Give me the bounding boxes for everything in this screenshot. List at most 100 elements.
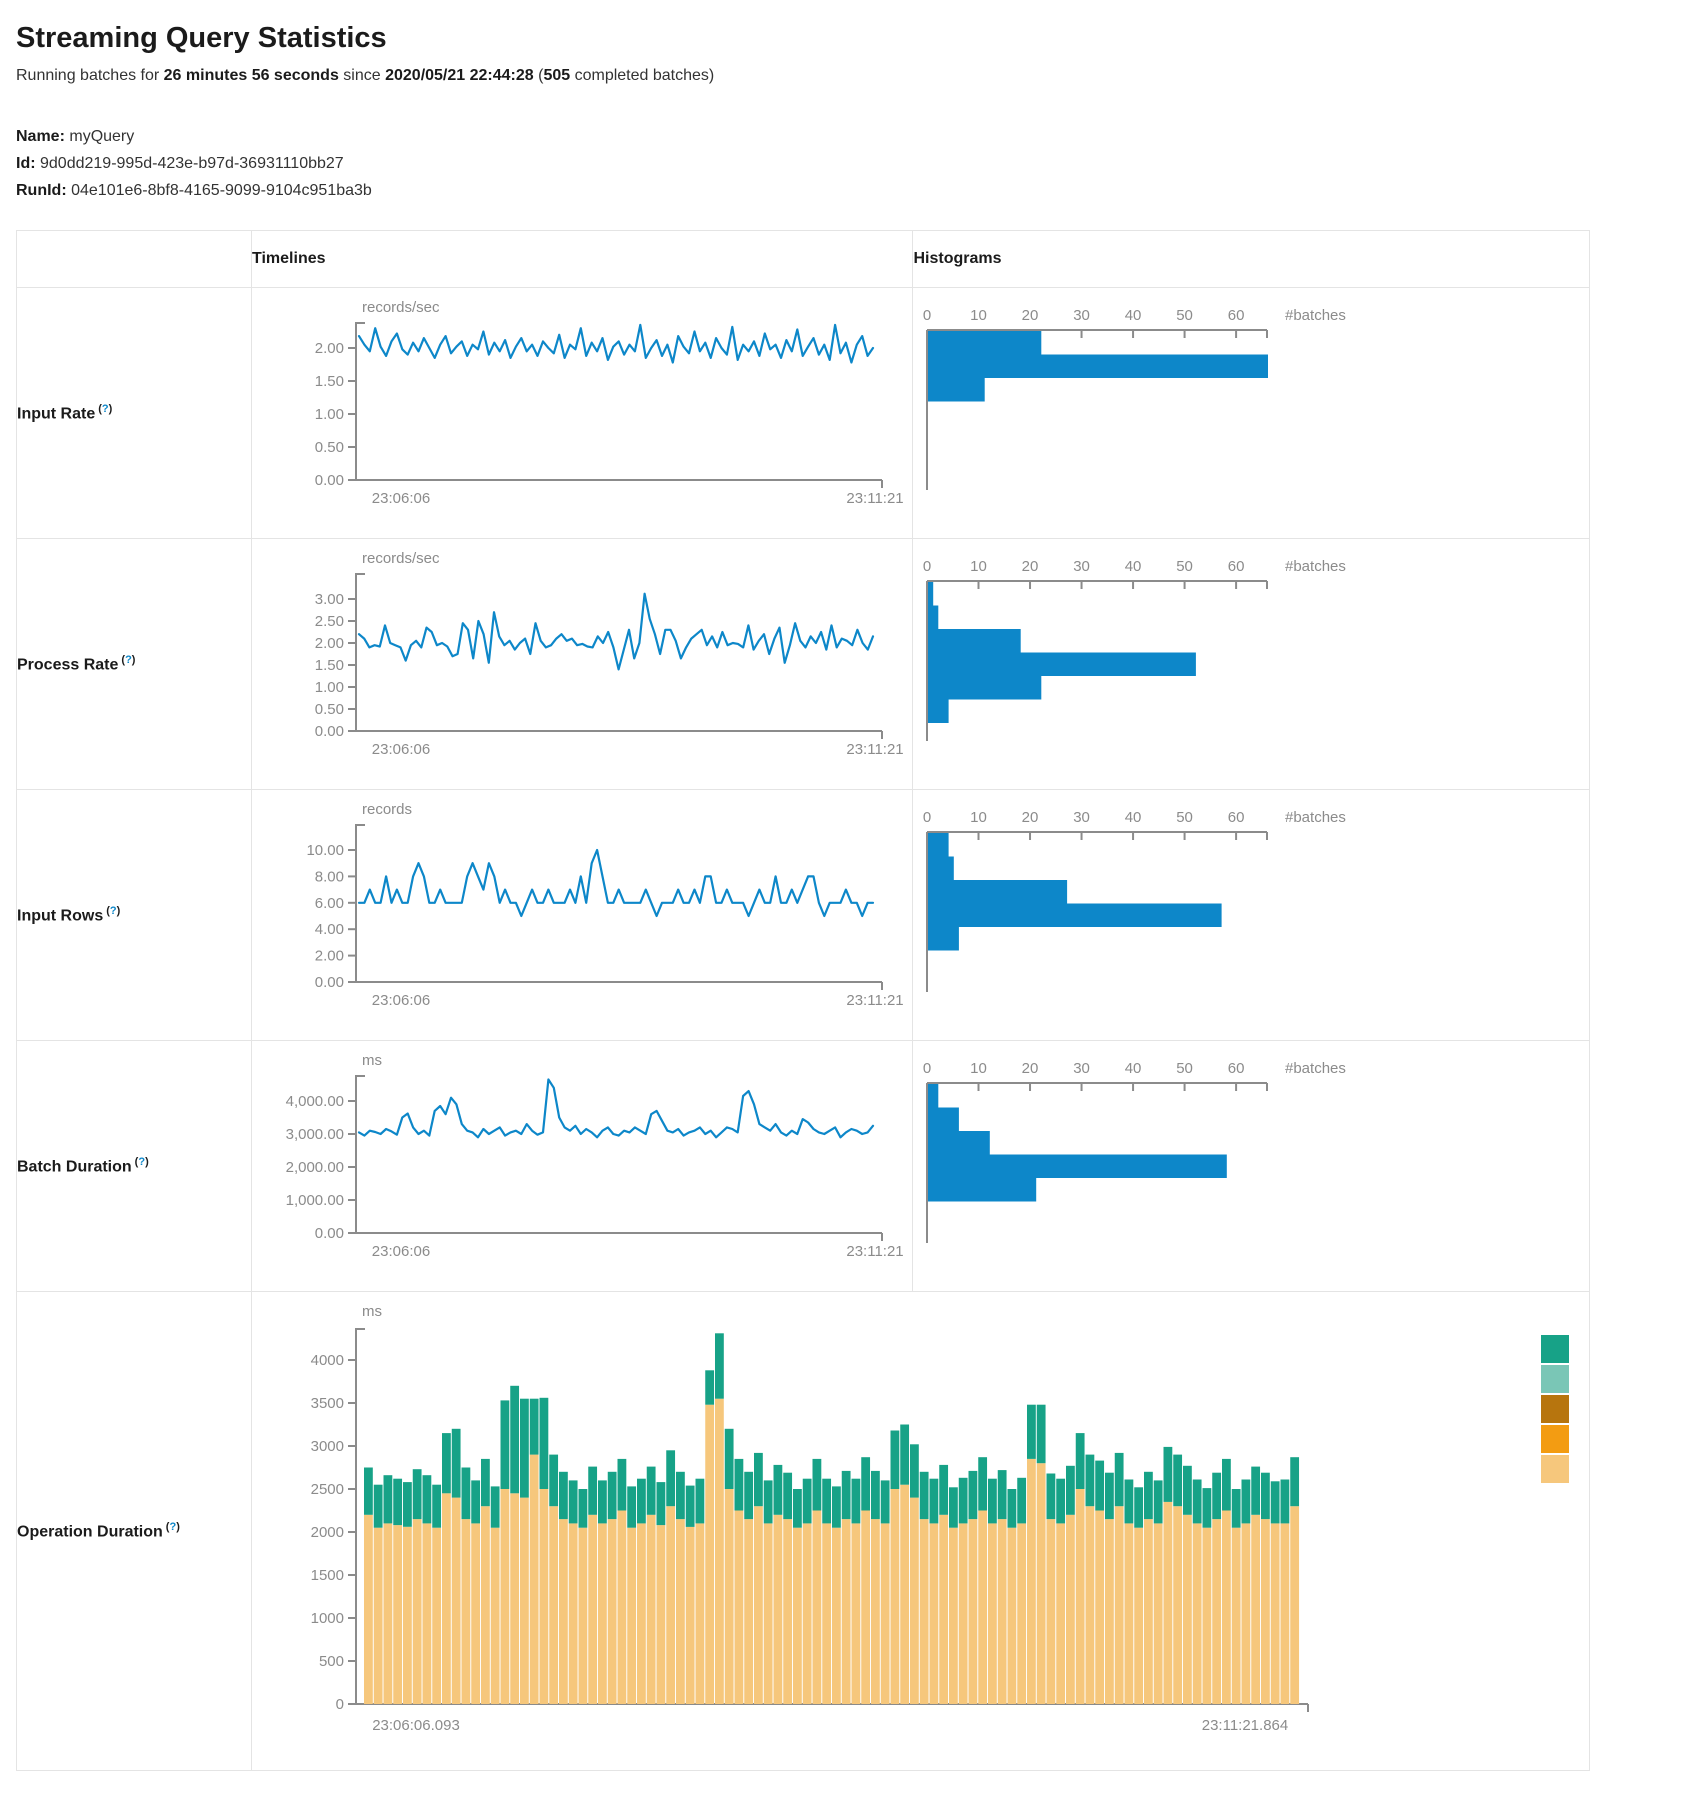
stack-bar-bottom <box>1056 1523 1066 1704</box>
stack-bar-top <box>1231 1489 1241 1528</box>
stack-bar-top <box>841 1470 851 1520</box>
stack-bar-top <box>1192 1479 1202 1524</box>
stack-bar-top <box>1241 1479 1251 1524</box>
metric-label: Input Rows <box>17 907 104 925</box>
stack-bar-top <box>1173 1454 1183 1507</box>
input-rate-timeline-chart: records/sec 0.00 0.50 1.00 1.50 2.00 23:06:06 2… <box>315 299 904 507</box>
process-rate-timeline-chart: records/sec 0.00 0.50 1.00 1.50 2.00 2.50 3.00 2… <box>315 550 904 758</box>
stack-bar-top <box>1163 1446 1173 1502</box>
stack-bar-bottom <box>1017 1523 1027 1704</box>
y-tick-label: 2.50 <box>315 613 344 630</box>
stack-bar-top <box>1270 1481 1280 1524</box>
summary-prefix: Running batches for <box>16 67 164 84</box>
stack-bar-top <box>549 1454 559 1507</box>
x-tick-label: 30 <box>1074 558 1091 575</box>
unit-label: ms <box>362 1052 382 1069</box>
count-axis-label: #batches <box>1285 809 1346 826</box>
stack-bar-bottom <box>822 1523 832 1704</box>
stack-bar-top <box>919 1471 929 1520</box>
stack-bar-top <box>510 1385 520 1494</box>
stack-bar-top <box>598 1480 607 1524</box>
stack-bar-bottom <box>451 1497 461 1704</box>
metric-label: Process Rate <box>17 656 119 674</box>
hist-bar <box>928 331 1042 355</box>
y-tick-label: 3000 <box>311 1438 344 1455</box>
stack-bar-bottom <box>1222 1510 1231 1704</box>
x-tick-label: 40 <box>1125 1060 1142 1077</box>
y-tick-label: 500 <box>319 1653 344 1670</box>
count-axis-label: #batches <box>1285 307 1346 324</box>
operation-duration-chart-cell: ms 0 500 1000 1500 2000 2500 3000 3500 4000 23:06:… <box>251 1291 1590 1771</box>
x-tick-label: 10 <box>971 558 988 575</box>
help-icon[interactable]: (?) <box>134 1155 149 1168</box>
row-input-rows: Input Rows (?) records 0.00 2.00 4.00 6.00 8.0… <box>16 789 1590 1041</box>
help-icon[interactable]: (?) <box>165 1520 180 1533</box>
y-tick-label: 3500 <box>311 1395 344 1412</box>
hist-bar <box>928 903 1223 927</box>
process-rate-label-cell: Process Rate (?) <box>16 538 252 790</box>
hist-bar <box>928 676 1042 700</box>
x-tick-label: 60 <box>1228 1060 1245 1077</box>
metric-label: Input Rate <box>17 405 96 423</box>
hist-bar <box>928 1178 1037 1202</box>
input-rows-label-cell: Input Rows (?) <box>16 789 252 1041</box>
stack-bar-top <box>871 1470 880 1520</box>
x-tick-label: 20 <box>1022 809 1039 826</box>
stack-bar-bottom <box>1241 1523 1251 1704</box>
stack-bar-top <box>1153 1480 1163 1524</box>
x-end-label: 23:11:21.864 <box>1202 1717 1288 1734</box>
stack-bar-bottom <box>442 1493 451 1704</box>
x-start-label: 23:06:06.093 <box>372 1717 460 1734</box>
stack-bar-bottom <box>373 1527 383 1704</box>
hist-bar <box>928 1154 1228 1178</box>
x-tick-label: 50 <box>1177 809 1194 826</box>
stack-bar-top <box>939 1464 949 1515</box>
timeline-series <box>357 848 875 918</box>
help-icon[interactable]: (?) <box>106 904 121 917</box>
stack-bar-top <box>1280 1479 1290 1524</box>
hist-bar <box>928 629 1022 653</box>
stack-bar-bottom <box>1231 1527 1241 1704</box>
x-tick-label: 60 <box>1228 558 1245 575</box>
stack-bar-bottom <box>520 1497 529 1704</box>
stack-bar-top <box>607 1471 617 1520</box>
y-tick-label: 2.00 <box>315 635 344 652</box>
stack-bar-top <box>500 1400 510 1489</box>
stack-bar-top <box>763 1480 773 1524</box>
stack-bar-bottom <box>685 1526 695 1704</box>
stack-bar-top <box>646 1466 656 1515</box>
x-start-label: 23:06:06 <box>372 490 430 507</box>
stack-bar-bottom <box>734 1510 744 1704</box>
query-name-line: Name: myQuery <box>16 123 1677 150</box>
stack-bar-bottom <box>646 1514 656 1704</box>
stack-bar-bottom <box>851 1523 861 1704</box>
timeline-series <box>357 592 875 671</box>
stack-bar-bottom <box>880 1523 890 1704</box>
stack-bar-top <box>988 1478 997 1524</box>
help-icon[interactable]: (?) <box>121 653 136 666</box>
y-tick-label: 2.00 <box>315 340 344 357</box>
stack-bar-bottom <box>364 1514 373 1704</box>
stack-bar-top <box>364 1467 373 1515</box>
stack-bar-top <box>442 1433 451 1494</box>
timeline-series <box>357 1078 875 1139</box>
help-icon[interactable]: (?) <box>98 402 113 415</box>
summary-paren-open: ( <box>533 67 544 84</box>
stack-bar-bottom <box>656 1525 666 1704</box>
stack-bar-bottom <box>841 1519 851 1704</box>
stack-bar-top <box>403 1482 412 1527</box>
stack-bar-top <box>783 1472 793 1520</box>
x-tick-label: 10 <box>971 809 988 826</box>
stack-bar-top <box>373 1484 383 1528</box>
hist-bar <box>928 880 1068 904</box>
stack-bar-bottom <box>461 1519 471 1704</box>
x-tick-label: 50 <box>1177 558 1194 575</box>
stack-bar-top <box>724 1428 734 1489</box>
stack-bar-top <box>490 1486 500 1528</box>
stack-bar-bottom <box>1261 1519 1270 1704</box>
stack-bar-bottom <box>763 1523 773 1704</box>
stack-bar-top <box>617 1458 627 1511</box>
stack-bar-top <box>734 1458 744 1511</box>
y-tick-label: 0.50 <box>315 701 344 718</box>
runid-label: RunId: <box>16 182 67 199</box>
